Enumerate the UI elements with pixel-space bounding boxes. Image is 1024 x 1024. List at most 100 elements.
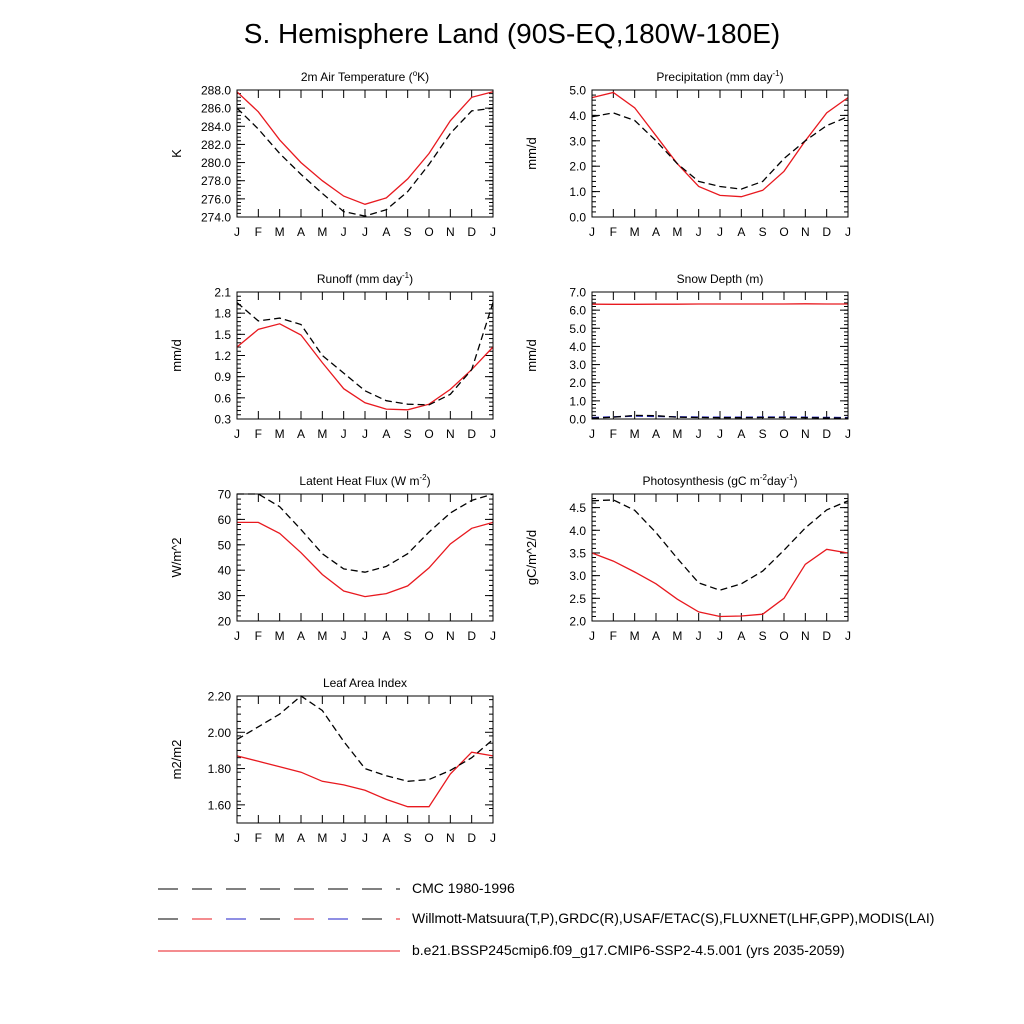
observed-series-line — [591, 112, 849, 190]
x-tick-label: J — [490, 225, 496, 239]
x-tick-label: O — [779, 629, 788, 643]
y-tick-label: 284.0 — [201, 120, 231, 134]
x-tick-label: M — [275, 225, 285, 239]
y-tick-label: 286.0 — [201, 102, 231, 116]
y-tick-label: 60 — [218, 513, 232, 527]
x-tick-label: J — [234, 427, 240, 441]
page-title: S. Hemisphere Land (90S-EQ,180W-180E) — [243, 18, 781, 49]
x-tick-label: J — [490, 629, 496, 643]
observed-series-line — [591, 499, 849, 591]
x-tick-label: A — [652, 427, 660, 441]
x-tick-label: N — [801, 629, 810, 643]
x-tick-label: M — [672, 225, 682, 239]
y-tick-label: 50 — [218, 538, 232, 552]
x-tick-label: M — [317, 831, 327, 845]
y-tick-label: 4.0 — [569, 524, 586, 538]
x-tick-label: A — [652, 225, 660, 239]
observed-series-line — [237, 493, 494, 573]
x-tick-label: O — [424, 831, 433, 845]
y-tick-label: 0.9 — [214, 370, 231, 384]
y-tick-label: 4.5 — [569, 501, 586, 515]
chart-panel-1: 2m Air Temperature (oK) K 274.0 276.0 278.0 2… — [169, 69, 496, 239]
panel-frame — [236, 89, 494, 218]
x-tick-label: S — [404, 629, 412, 643]
x-tick-label: S — [404, 427, 412, 441]
x-tick-label: A — [652, 629, 660, 643]
x-tick-label: F — [610, 225, 617, 239]
y-tick-label: 4.0 — [569, 109, 586, 123]
x-tick-label: M — [317, 427, 327, 441]
y-tick-label: 6.0 — [569, 304, 586, 318]
model-series-line — [236, 323, 494, 411]
y-tick-label: 288.0 — [201, 84, 231, 98]
chart-panel-5: Latent Heat Flux (W m-2) W/m^2 20 30 40 50 60 7… — [169, 473, 496, 643]
legend-label: b.e21.BSSP245cmip6.f09_g17.CMIP6-SSP2-4.… — [412, 942, 845, 958]
chart-panel-2: Precipitation (mm day-1) mm/d 0.0 1.0 2.0 3.0… — [524, 69, 851, 239]
y-axis-label: K — [169, 149, 184, 158]
chart-panel-4: Snow Depth (m) mm/d 0.0 1.0 2.0 3.0 4.0 5.0 6.0 7… — [524, 272, 851, 441]
y-tick-label: 280.0 — [201, 156, 231, 170]
x-tick-label: F — [255, 831, 262, 845]
x-tick-label: J — [234, 225, 240, 239]
panel-frame — [236, 291, 494, 420]
x-tick-label: O — [779, 225, 788, 239]
x-tick-label: D — [822, 629, 831, 643]
y-tick-label: 1.60 — [208, 798, 232, 812]
x-tick-label: J — [845, 629, 851, 643]
x-tick-label: A — [297, 225, 305, 239]
x-tick-label: J — [589, 629, 595, 643]
x-tick-label: N — [446, 831, 455, 845]
y-tick-label: 0.6 — [214, 391, 231, 405]
panel-frame — [236, 493, 494, 622]
x-tick-label: J — [362, 427, 368, 441]
x-tick-label: A — [297, 831, 305, 845]
model-series-line — [591, 303, 848, 305]
x-tick-label: A — [297, 427, 305, 441]
x-tick-label: J — [490, 831, 496, 845]
y-tick-label: 282.0 — [201, 138, 231, 152]
y-axis-label: mm/d — [169, 339, 184, 372]
x-tick-label: O — [779, 427, 788, 441]
y-tick-label: 2.0 — [569, 376, 586, 390]
x-tick-label: M — [630, 427, 640, 441]
panel-title: Precipitation (mm day-1) — [656, 69, 783, 84]
observed-series-line — [236, 107, 494, 217]
y-axis-label: W/m^2 — [169, 537, 184, 577]
y-tick-label: 2.00 — [208, 726, 232, 740]
x-tick-label: M — [317, 629, 327, 643]
y-tick-label: 5.0 — [569, 84, 586, 98]
y-tick-label: 2.5 — [569, 592, 586, 606]
x-tick-label: J — [717, 427, 723, 441]
x-tick-label: D — [822, 225, 831, 239]
x-tick-label: N — [801, 225, 810, 239]
observed-series-line — [236, 302, 494, 406]
y-tick-label: 3.5 — [569, 546, 586, 560]
x-tick-label: D — [467, 427, 476, 441]
x-tick-label: S — [759, 629, 767, 643]
x-tick-label: M — [275, 831, 285, 845]
x-tick-label: D — [467, 831, 476, 845]
x-tick-label: J — [696, 629, 702, 643]
y-axis-label: mm/d — [524, 339, 539, 372]
y-tick-label: 5.0 — [569, 322, 586, 336]
y-tick-label: 2.0 — [569, 160, 586, 174]
x-tick-label: D — [467, 225, 476, 239]
model-series-line — [236, 91, 494, 205]
y-tick-label: 1.80 — [208, 762, 232, 776]
y-tick-label: 7.0 — [569, 286, 586, 300]
x-tick-label: J — [362, 831, 368, 845]
y-tick-label: 3.0 — [569, 134, 586, 148]
x-tick-label: M — [672, 629, 682, 643]
x-tick-label: J — [362, 629, 368, 643]
y-tick-label: 1.8 — [214, 307, 231, 321]
x-tick-label: M — [630, 225, 640, 239]
legend-label: CMC 1980-1996 — [412, 880, 515, 896]
y-tick-label: 274.0 — [201, 211, 231, 225]
y-tick-label: 0.0 — [569, 211, 586, 225]
y-tick-label: 1.2 — [214, 349, 231, 363]
chart-panel-6: Photosynthesis (gC m-2day-1) gC/m^2/d 2.0 2… — [524, 473, 851, 643]
x-tick-label: A — [382, 629, 390, 643]
x-tick-label: M — [630, 629, 640, 643]
y-tick-label: 0.3 — [214, 413, 231, 427]
